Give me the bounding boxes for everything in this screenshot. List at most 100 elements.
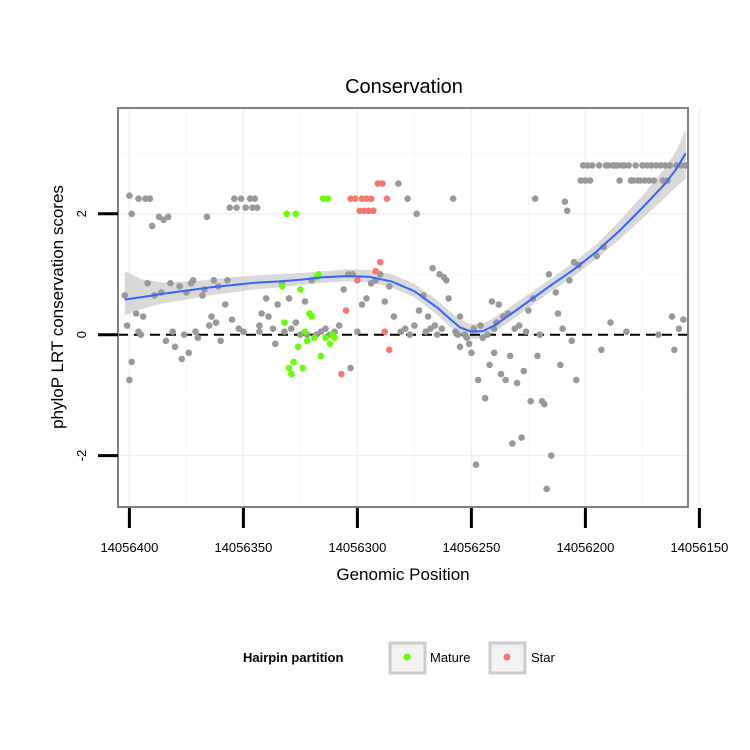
point-mature [285, 364, 293, 372]
point-other [242, 204, 249, 211]
point-other [194, 334, 202, 342]
point-other [668, 313, 676, 320]
point-other [429, 264, 436, 272]
point-other [568, 337, 575, 345]
point-star [383, 195, 391, 202]
point-other [281, 328, 288, 336]
point-other [632, 162, 639, 169]
point-other [666, 162, 674, 169]
point-other [123, 322, 131, 329]
legend-key-star-dot [503, 653, 511, 661]
legend-title: Hairpin partition [243, 650, 343, 665]
point-other [233, 204, 240, 211]
point-other [404, 195, 411, 202]
point-other [531, 195, 539, 202]
point-other [240, 328, 247, 336]
point-mature [299, 364, 307, 372]
point-other [292, 319, 300, 326]
point-other [126, 192, 133, 199]
legend-label-star: Star [531, 650, 556, 665]
gridlines [118, 108, 701, 507]
point-other [144, 280, 151, 287]
point-other [237, 195, 245, 202]
point-other [424, 313, 432, 320]
point-mature [281, 319, 288, 326]
x-tick-label: 14056150 [670, 540, 728, 555]
point-other [655, 331, 662, 339]
point-other [543, 485, 550, 493]
point-mature [294, 343, 302, 351]
point-mature [303, 337, 311, 345]
point-other [625, 162, 632, 169]
point-other [463, 334, 471, 342]
x-axis-title: Genomic Position [336, 565, 469, 584]
point-star [374, 180, 382, 187]
point-other [671, 346, 678, 354]
point-other [449, 195, 457, 202]
point-other [205, 322, 213, 329]
point-mature [292, 210, 300, 218]
legend-label-mature: Mature [430, 650, 470, 665]
legend-entry-star: Star [488, 641, 556, 675]
point-other [221, 301, 229, 308]
point-other [675, 325, 683, 333]
point-other [335, 322, 343, 329]
point-other [126, 376, 133, 384]
point-other [180, 331, 188, 339]
point-other [636, 177, 644, 184]
point-other [566, 277, 573, 284]
point-other [495, 301, 503, 308]
point-other [623, 328, 630, 336]
point-other [347, 364, 354, 372]
point-other [586, 177, 594, 184]
point-other [470, 325, 478, 333]
point-other [249, 204, 256, 211]
legend-entry-mature: Mature [388, 641, 470, 675]
point-other [497, 370, 505, 378]
point-other [657, 162, 664, 169]
point-other [536, 331, 544, 339]
point-star [370, 207, 377, 215]
y-axis-title: phyloP LRT conservation scores [48, 185, 67, 429]
point-other [614, 162, 621, 169]
x-tick-label: 14056200 [556, 540, 614, 555]
x-axis: 14056400 14056350 14056300 14056250 1405… [100, 508, 728, 584]
point-star [381, 328, 389, 336]
confidence-ribbon [124, 129, 686, 339]
point-other [164, 213, 172, 221]
point-other [256, 322, 263, 329]
point-mature [283, 210, 291, 218]
point-other [132, 310, 140, 317]
point-other [445, 295, 452, 302]
point-other [253, 204, 261, 211]
point-mature [315, 271, 322, 278]
point-other [563, 207, 571, 215]
point-other [545, 271, 553, 278]
x-tick-label: 14056400 [100, 540, 158, 555]
point-other [415, 307, 423, 314]
point-other [288, 325, 295, 333]
point-other [395, 180, 402, 187]
point-other [552, 289, 560, 296]
point-other [438, 325, 446, 333]
point-other [506, 352, 514, 360]
point-other [490, 349, 498, 357]
point-other [231, 195, 238, 202]
point-other [595, 162, 603, 169]
point-star [342, 307, 350, 314]
point-mature [290, 358, 297, 366]
point-other [228, 316, 236, 323]
y-tick-label: -2 [74, 450, 89, 462]
point-other [178, 355, 186, 363]
point-other [189, 277, 197, 284]
point-other [210, 277, 218, 284]
point-other [534, 352, 541, 360]
point-other [554, 310, 562, 317]
point-other [486, 361, 493, 369]
point-other [648, 162, 655, 169]
point-mature [331, 334, 338, 342]
point-other [559, 325, 566, 333]
point-mature [278, 283, 286, 290]
point-other [358, 301, 366, 308]
point-other [588, 162, 596, 169]
